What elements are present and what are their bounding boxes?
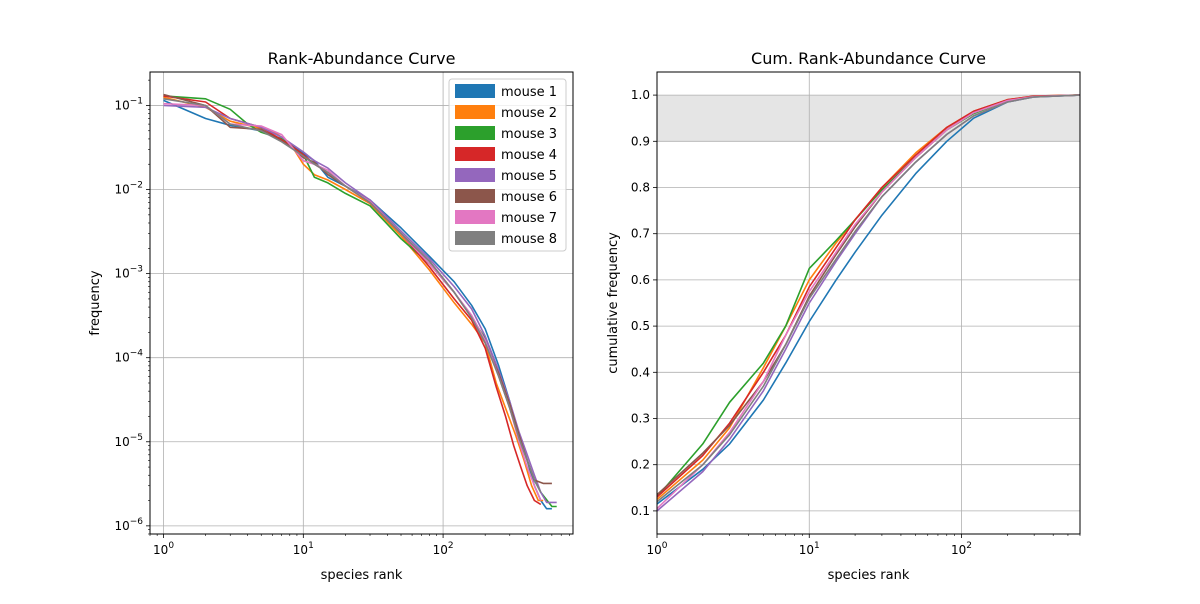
left-series-line-mouse-8	[163, 98, 542, 493]
legend-label: mouse 7	[501, 211, 557, 226]
rank-abundance-plot: 100 101 102 10−6 10−5 10−4 10−3 10−2 10−1 Rank-A…	[88, 49, 574, 583]
right-y-tick-label: 0.2	[631, 458, 650, 472]
right-series-line-mouse-8	[657, 94, 1080, 503]
legend-swatch-mouse-6	[455, 189, 495, 203]
right-axes-frame	[656, 71, 1081, 535]
right-y-tick-label: 0.5	[631, 319, 650, 333]
legend-items: mouse 1 mouse 2 mouse 3 mouse 4 mouse 5 mouse…	[455, 84, 557, 247]
left-y-tick-label: 10−1	[114, 96, 143, 112]
right-y-tick-label: 0.1	[631, 504, 650, 518]
high-coverage-band	[657, 95, 1080, 142]
left-axes-frame	[149, 71, 574, 535]
left-series-line-mouse-4	[163, 95, 542, 506]
left-grid	[150, 72, 573, 534]
legend-swatch-mouse-1	[455, 84, 495, 98]
left-x-tick-label: 100	[153, 541, 174, 557]
right-y-tick-label: 0.6	[631, 273, 650, 287]
cumulative-rank-abundance-plot: 100 101 1020.10.20.30.40.50.60.70.80.91.0 …	[606, 49, 1081, 583]
right-series-line-mouse-4	[657, 94, 1080, 498]
legend-label: mouse 4	[501, 148, 557, 163]
left-y-tick-label: 10−4	[114, 349, 143, 365]
left-x-axis-label: species rank	[321, 568, 403, 583]
right-x-tick-label: 101	[799, 541, 820, 557]
left-y-axis-label: frequency	[88, 270, 103, 336]
right-y-tick-label: 0.9	[631, 134, 650, 148]
legend-swatch-mouse-8	[455, 231, 495, 245]
left-x-tick-label: 102	[433, 541, 454, 557]
left-y-tick-label: 10−2	[114, 181, 143, 197]
left-ticks: 100 101 102 10−6 10−5 10−4 10−3 10−2 10−1	[114, 79, 570, 557]
legend-label: mouse 1	[501, 85, 557, 100]
right-x-tick-label: 102	[951, 541, 972, 557]
legend-label: mouse 3	[501, 127, 557, 142]
left-y-tick-label: 10−6	[114, 517, 143, 533]
legend-label: mouse 8	[501, 232, 557, 247]
right-x-tick-label: 100	[646, 541, 667, 557]
legend-label: mouse 2	[501, 106, 557, 121]
right-series-line-mouse-7	[657, 94, 1080, 510]
legend-box	[448, 78, 567, 252]
left-x-tick-label: 101	[293, 541, 314, 557]
left-y-tick-label: 10−3	[114, 265, 143, 281]
right-ticks: 100 101 102 0.1 0.2 0.3 0.4 0.5 0.6 0.7 0.8 0.9 1.0	[631, 88, 1081, 557]
right-y-tick-label: 0.7	[631, 227, 650, 241]
left-y-tick-label: 10−5	[114, 433, 143, 449]
right-x-axis-label: species rank	[828, 568, 910, 583]
legend-swatch-mouse-5	[455, 168, 495, 182]
right-chart-title: Cum. Rank-Abundance Curve	[751, 49, 986, 68]
right-y-tick-label: 0.8	[631, 181, 650, 195]
legend-label: mouse 6	[501, 190, 557, 205]
right-y-axis-label: cumulative frequency	[606, 232, 621, 374]
right-series-lines	[657, 94, 1080, 512]
right-y-tick-label: 0.3	[631, 412, 650, 426]
left-chart-title: Rank-Abundance Curve	[268, 49, 456, 68]
left-series-line-mouse-5	[163, 104, 557, 504]
right-y-tick-label: 1.0	[631, 88, 650, 102]
legend-swatch-mouse-3	[455, 126, 495, 140]
left-series-lines	[163, 93, 557, 510]
legend-swatch-mouse-7	[455, 210, 495, 224]
legend-label: mouse 5	[501, 169, 557, 184]
legend-swatch-mouse-4	[455, 147, 495, 161]
legend-swatch-mouse-2	[455, 105, 495, 119]
right-y-tick-label: 0.4	[631, 365, 650, 379]
legend: mouse 1 mouse 2 mouse 3 mouse 4 mouse 5 mouse…	[448, 78, 567, 252]
